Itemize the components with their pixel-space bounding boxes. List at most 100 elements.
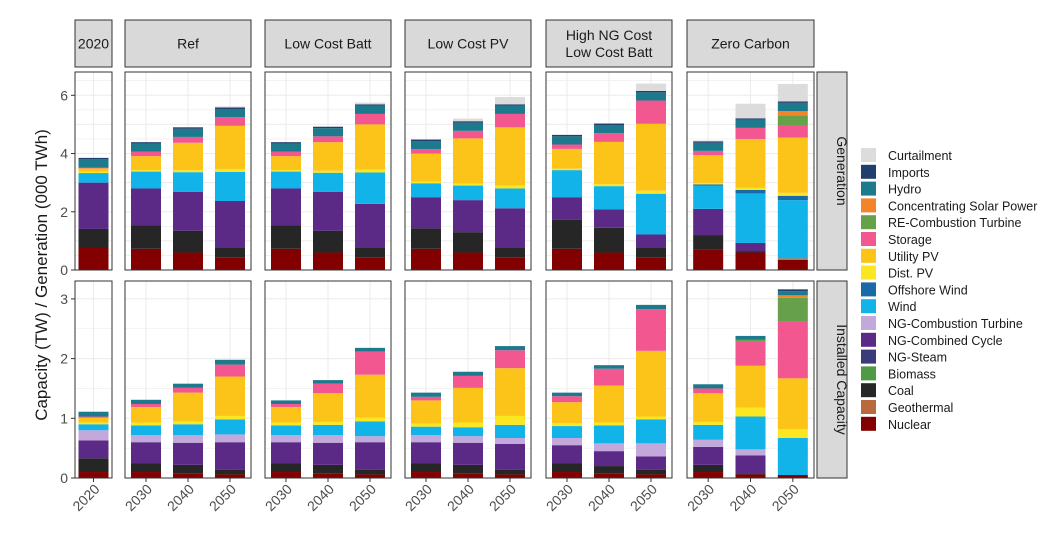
bar-segment-coal <box>693 235 724 250</box>
bar-segment-hydro <box>693 384 724 389</box>
bar-segment-nuclear <box>636 257 666 270</box>
bar-segment-imports <box>777 289 808 292</box>
bar-segment-wind <box>594 186 624 210</box>
bar-segment-dist-pv <box>173 421 203 425</box>
bar-segment-storage <box>411 149 441 154</box>
bar-segment-ng-combined-cycle <box>271 442 301 464</box>
bar-segment-nuclear <box>271 472 301 478</box>
bar-segment-coal <box>173 230 203 253</box>
bar-segment-coal <box>735 473 766 475</box>
bar-segment-dist-pv <box>131 170 161 172</box>
x-tick-label: 2040 <box>585 481 618 514</box>
y-tick-label: 6 <box>60 87 68 103</box>
bar-segment-storage <box>78 167 109 169</box>
legend-label-imports: Imports <box>888 166 930 180</box>
bar-segment-coal <box>636 247 666 258</box>
bar-segment-storage <box>495 113 525 128</box>
bar-segment-hydro <box>355 347 385 352</box>
bar-segment-utility-pv <box>594 385 624 423</box>
bar-segment-coal <box>411 463 441 473</box>
bar-segment-ng-combined-cycle <box>355 203 385 248</box>
bar-segment-imports <box>636 90 666 93</box>
bar-segment-coal <box>552 463 582 473</box>
bar-segment-storage <box>78 416 109 418</box>
bar-segment-ng-combustion-turbine <box>495 438 525 444</box>
bar-segment-ng-combustion-turbine <box>693 439 724 447</box>
bar-segment-nuclear <box>552 472 582 478</box>
legend-label-re-combustion-turbine: RE-Combustion Turbine <box>888 216 1021 230</box>
bar-segment-utility-pv <box>735 365 766 408</box>
legend-key-biomass <box>861 366 876 381</box>
legend-key-dist-pv <box>861 265 876 280</box>
bar-segment-dist-pv <box>777 192 808 196</box>
legend-label-curtailment: Curtailment <box>888 149 952 163</box>
bar-segment-ng-combined-cycle <box>693 208 724 236</box>
legend-key-hydro <box>861 181 876 196</box>
x-tick-label: 2050 <box>486 481 519 514</box>
bar-segment-ng-combined-cycle <box>355 442 385 470</box>
bar-segment-imports <box>271 142 301 144</box>
column-strip-label: Low Cost Batt <box>284 36 371 52</box>
bar-segment-hydro <box>453 371 483 376</box>
bar-segment-coal <box>313 230 343 253</box>
bar-segment-utility-pv <box>215 376 245 416</box>
bar-segment-ng-combustion-turbine <box>735 449 766 456</box>
legend-key-ng-combined-cycle <box>861 332 876 347</box>
bar-segment-wind <box>215 419 245 435</box>
column-strip-label: 2020 <box>78 36 109 52</box>
bar-segment-hydro <box>636 304 666 310</box>
bar-segment-nuclear <box>313 252 343 270</box>
bar-segment-hydro <box>735 119 766 128</box>
bar-segment-curtailment <box>453 118 483 122</box>
bar-segment-utility-pv <box>495 368 525 416</box>
x-tick-label: 2040 <box>304 481 337 514</box>
bar-segment-storage <box>215 364 245 377</box>
bar-segment-re-combustion-turbine <box>777 297 808 322</box>
bar-segment-ng-combustion-turbine <box>173 435 203 443</box>
legend-label-storage: Storage <box>888 233 932 247</box>
row-strip-installed-capacity <box>816 280 848 479</box>
bar-segment-utility-pv <box>693 393 724 422</box>
bar-segment-nuclear <box>594 252 624 270</box>
y-tick-label: 0 <box>60 262 68 278</box>
bar-segment-ng-combined-cycle <box>313 442 343 465</box>
bar-segment-ng-combustion-turbine <box>355 436 385 443</box>
panel-border <box>124 71 252 271</box>
bar-segment-nuclear <box>131 472 161 478</box>
bar-segment-hydro <box>735 335 766 340</box>
bar-segment-storage <box>173 387 203 393</box>
bar-segment-wind <box>411 426 441 436</box>
bar-segment-wind <box>78 173 109 183</box>
bar-segment-hydro <box>777 102 808 112</box>
column-strip-label: Low Cost Batt <box>565 44 652 60</box>
legend-key-ng-steam <box>861 349 876 364</box>
legend-key-ng-combustion-turbine <box>861 316 876 330</box>
bar-segment-storage <box>271 151 301 157</box>
bar-segment-dist-pv <box>215 415 245 420</box>
bar-segment-coal <box>131 225 161 249</box>
legend-label-ng-combined-cycle: NG-Combined Cycle <box>888 334 1003 348</box>
bar-segment-geothermal <box>777 258 808 260</box>
bar-segment-hydro <box>777 291 808 296</box>
bar-segment-coal <box>215 247 245 258</box>
bar-segment-hydro <box>636 92 666 101</box>
bar-segment-wind <box>78 424 109 431</box>
bar-segment-dist-pv <box>495 415 525 425</box>
legend-key-imports <box>861 164 876 179</box>
bar-segment-coal <box>271 225 301 249</box>
y-tick-label: 1 <box>60 410 68 426</box>
bar-segment-wind <box>313 172 343 192</box>
bar-segment-nuclear <box>777 475 808 478</box>
bar-segment-nuclear <box>355 474 385 478</box>
bar-segment-wind <box>355 421 385 437</box>
bar-segment-coal <box>495 247 525 258</box>
bar-segment-wind <box>735 416 766 450</box>
bar-segment-ng-combined-cycle <box>453 442 483 465</box>
bar-segment-wind <box>411 183 441 198</box>
bar-segment-wind <box>693 185 724 209</box>
legend-key-storage <box>861 232 876 246</box>
bar-segment-ng-combustion-turbine <box>78 430 109 441</box>
bar-segment-utility-pv <box>313 393 343 422</box>
bar-segment-ng-combined-cycle <box>495 208 525 248</box>
bar-segment-ng-combined-cycle <box>78 440 109 459</box>
